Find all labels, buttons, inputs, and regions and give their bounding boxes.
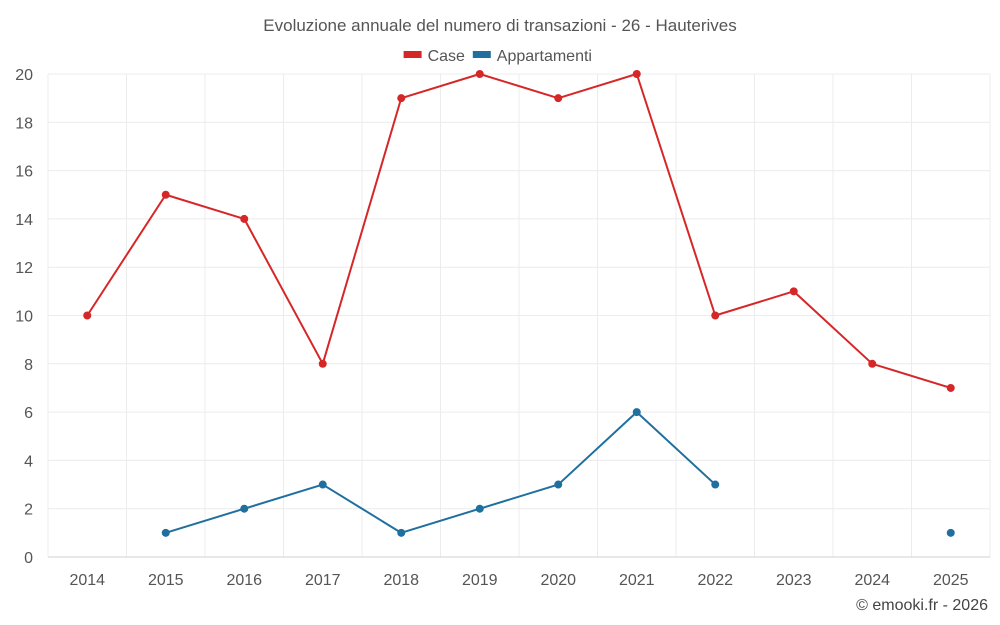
- data-point[interactable]: [554, 94, 563, 103]
- data-point[interactable]: [946, 383, 955, 392]
- data-point[interactable]: [632, 70, 641, 78]
- gridlines: [47, 73, 991, 558]
- y-tick-label: 12: [15, 260, 33, 277]
- legend: Case Appartamenti: [403, 48, 592, 65]
- x-tick-label: 2015: [148, 572, 184, 589]
- data-point[interactable]: [554, 480, 563, 489]
- x-tick-label: 2024: [854, 572, 890, 589]
- y-axis: 0 2 4 6 8 10 12 14 16 18 20: [15, 67, 33, 567]
- x-tick-label: 2019: [462, 572, 498, 589]
- y-tick-label: 4: [24, 453, 33, 470]
- data-point[interactable]: [946, 528, 955, 537]
- x-tick-label: 2017: [305, 572, 341, 589]
- data-point[interactable]: [711, 480, 720, 489]
- series-line-case: [86, 73, 952, 389]
- data-point[interactable]: [161, 190, 170, 199]
- legend-swatch: [472, 51, 491, 58]
- data-point[interactable]: [318, 359, 327, 368]
- data-point[interactable]: [161, 528, 170, 537]
- x-tick-label: 2020: [540, 572, 576, 589]
- x-tick-label: 2022: [697, 572, 733, 589]
- y-tick-label: 20: [15, 67, 33, 84]
- legend-swatch: [403, 51, 422, 58]
- data-point[interactable]: [632, 408, 641, 417]
- y-tick-label: 0: [24, 550, 33, 567]
- y-tick-label: 18: [15, 115, 33, 132]
- data-point[interactable]: [711, 311, 720, 320]
- chart-title: Evoluzione annuale del numero di transaz…: [263, 16, 736, 35]
- data-point[interactable]: [318, 480, 327, 489]
- x-tick-label: 2014: [69, 572, 105, 589]
- y-tick-label: 2: [24, 502, 33, 519]
- data-point[interactable]: [868, 359, 877, 368]
- legend-item-case[interactable]: Case: [403, 48, 465, 65]
- y-tick-label: 14: [15, 212, 33, 229]
- y-tick-label: 6: [24, 405, 33, 422]
- data-point[interactable]: [83, 311, 92, 320]
- x-tick-label: 2025: [933, 572, 969, 589]
- y-tick-label: 8: [24, 357, 33, 374]
- series-appartamenti: [161, 408, 955, 537]
- legend-label: Case: [428, 48, 465, 65]
- data-point[interactable]: [240, 214, 249, 223]
- y-tick-label: 10: [15, 309, 33, 326]
- x-tick-label: 2023: [776, 572, 812, 589]
- x-axis: 2014 2015 2016 2017 2018 2019 2020 2021 2022 2023…: [69, 572, 968, 589]
- y-tick-label: 16: [15, 164, 33, 181]
- series-case: [83, 70, 955, 392]
- data-point[interactable]: [475, 70, 484, 78]
- series-layer: [83, 70, 955, 537]
- data-point[interactable]: [240, 504, 249, 513]
- credit-text: © emooki.fr - 2026: [856, 597, 988, 614]
- legend-label: Appartamenti: [497, 48, 592, 65]
- x-tick-label: 2021: [619, 572, 655, 589]
- data-point[interactable]: [475, 504, 484, 513]
- legend-item-appartamenti[interactable]: Appartamenti: [472, 48, 592, 65]
- x-tick-label: 2016: [226, 572, 262, 589]
- data-point[interactable]: [397, 94, 406, 103]
- x-tick-label: 2018: [383, 572, 419, 589]
- data-point[interactable]: [789, 287, 798, 296]
- data-point[interactable]: [397, 528, 406, 537]
